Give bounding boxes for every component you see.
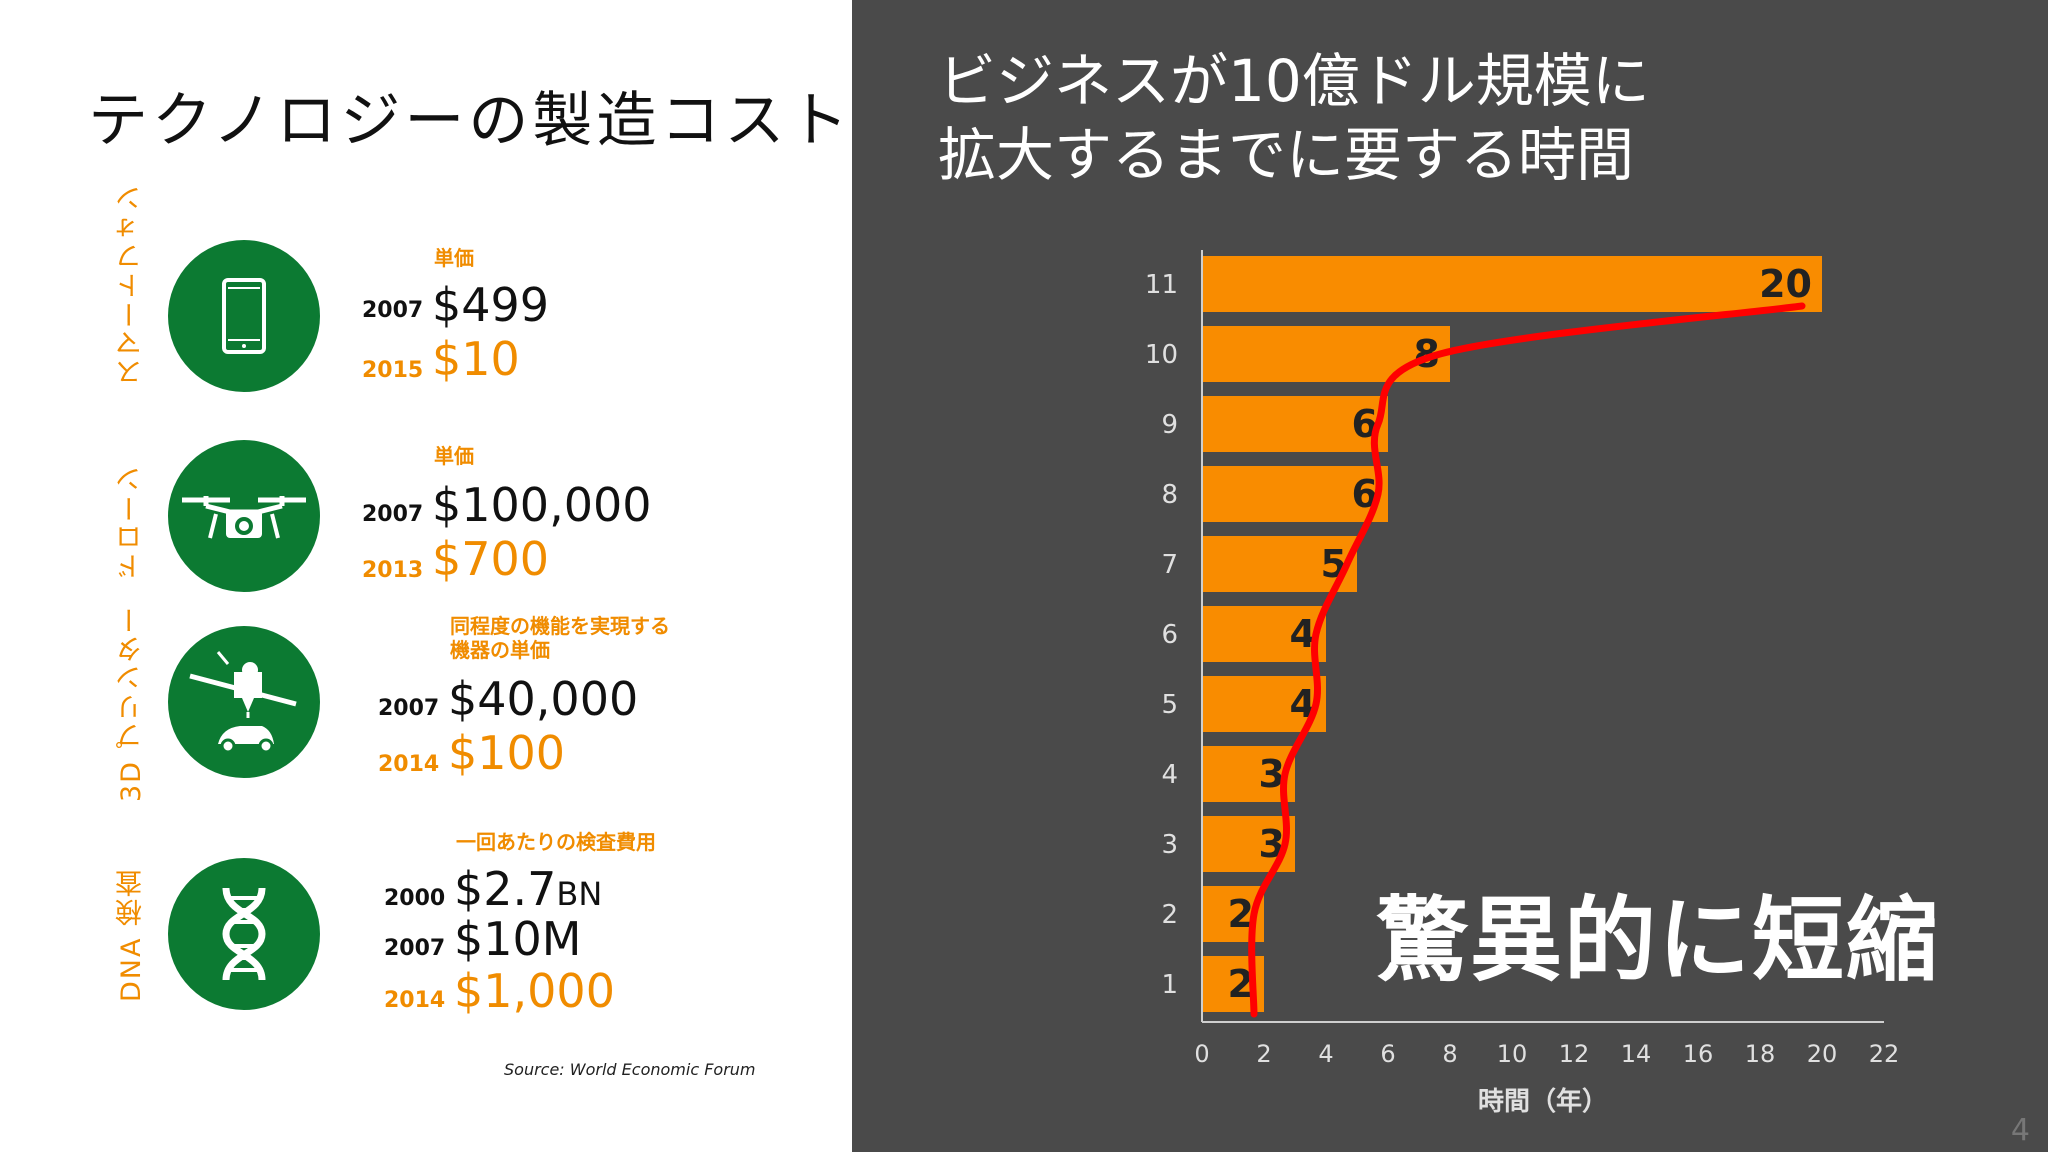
smartphone-icon <box>168 240 320 392</box>
note-3d-printer: 同程度の機能を実現する機器の単価 <box>450 614 670 662</box>
page-number: 4 <box>2010 1113 2030 1148</box>
x-tick-label: 20 <box>1807 1040 1838 1068</box>
year-label: 2014 <box>378 752 440 777</box>
year-label: 2015 <box>362 358 424 383</box>
year-label: 2014 <box>384 988 446 1013</box>
x-tick-label: 16 <box>1683 1040 1714 1068</box>
price-value: $499 <box>432 278 550 332</box>
chart-title: ビジネスが10億ドル規模に 拡大するまでに要する時間 <box>938 44 1650 192</box>
x-tick-labels: 0 2 4 6 8 10 12 14 16 18 20 22 <box>1194 1040 1899 1068</box>
note-dna: 一回あたりの検査費用 <box>456 830 656 854</box>
bar-data-label: 20 <box>1759 262 1812 306</box>
year-label: 2007 <box>384 936 446 961</box>
y-tick-label: 1 <box>1161 970 1178 1000</box>
x-axis-label: 時間（年） <box>1478 1086 1608 1117</box>
year-label: 2007 <box>362 502 424 527</box>
y-tick-label: 9 <box>1161 410 1178 440</box>
category-label-dna: DNA 検査 <box>116 867 147 1002</box>
bar-6 <box>1202 606 1326 662</box>
left-title: テクノロジーの製造コスト <box>88 86 853 156</box>
bar-10 <box>1202 326 1450 382</box>
bar-4 <box>1202 746 1295 802</box>
y-tick-label: 4 <box>1161 760 1178 790</box>
y-tick-label: 3 <box>1161 830 1178 860</box>
x-tick-label: 12 <box>1559 1040 1590 1068</box>
x-tick-label: 10 <box>1497 1040 1528 1068</box>
year-label: 2000 <box>384 886 446 911</box>
category-label-drone: ドローン <box>116 464 147 580</box>
bar-7 <box>1202 536 1357 592</box>
left-panel: テクノロジーの製造コスト スマートフォン 単価 2007 $499 2015 $… <box>0 0 852 1152</box>
chart-title-line1: ビジネスが10億ドル規模に <box>938 47 1650 115</box>
category-label-3d-printer: 3D プリンター <box>116 604 147 802</box>
trend-line <box>1248 302 1806 1018</box>
category-label-smartphone: スマートフォン <box>116 183 147 386</box>
x-tick-label: 14 <box>1621 1040 1652 1068</box>
price-value: $100,000 <box>432 478 652 532</box>
bar-9 <box>1202 396 1388 452</box>
price-value: $10 <box>432 332 520 386</box>
right-panel: ビジネスが10億ドル規模に 拡大するまでに要する時間 20 8 6 6 5 4 4 3 3 2 2 … <box>852 0 2048 1152</box>
price-value: $700 <box>432 532 550 586</box>
y-tick-label: 6 <box>1161 620 1178 650</box>
bar-8 <box>1202 466 1388 522</box>
x-tick-label: 18 <box>1745 1040 1776 1068</box>
y-tick-label: 10 <box>1145 340 1178 370</box>
3d-printer-icon <box>168 626 320 778</box>
drone-icon <box>168 440 320 592</box>
chart-title-line2: 拡大するまでに要する時間 <box>938 121 1635 189</box>
y-tick-label: 7 <box>1161 550 1178 580</box>
note-smartphone: 単価 <box>434 246 474 270</box>
year-label: 2013 <box>362 558 424 583</box>
bar-11 <box>1202 256 1822 312</box>
source-note: Source: World Economic Forum <box>504 1060 756 1079</box>
x-tick-label: 8 <box>1442 1040 1457 1068</box>
x-tick-label: 4 <box>1318 1040 1333 1068</box>
y-tick-label: 2 <box>1161 900 1178 930</box>
x-tick-label: 22 <box>1869 1040 1900 1068</box>
dna-icon <box>168 858 320 1010</box>
price-value: $10M <box>454 912 582 966</box>
x-tick-label: 2 <box>1256 1040 1271 1068</box>
y-tick-label: 5 <box>1161 690 1178 720</box>
y-tick-labels: 11 10 9 8 7 6 5 4 3 2 1 <box>1145 270 1178 1000</box>
y-tick-label: 11 <box>1145 270 1178 300</box>
price-value: $2.7BN <box>454 862 603 916</box>
note-drone: 単価 <box>434 444 474 468</box>
y-tick-label: 8 <box>1161 480 1178 510</box>
price-value: $1,000 <box>454 964 615 1018</box>
year-label: 2007 <box>378 696 440 721</box>
price-value: $40,000 <box>448 672 639 726</box>
price-value: $100 <box>448 726 566 780</box>
year-label: 2007 <box>362 298 424 323</box>
x-tick-label: 6 <box>1380 1040 1395 1068</box>
x-tick-label: 0 <box>1194 1040 1209 1068</box>
annotation-text: 驚異的に短縮 <box>1376 887 1941 994</box>
